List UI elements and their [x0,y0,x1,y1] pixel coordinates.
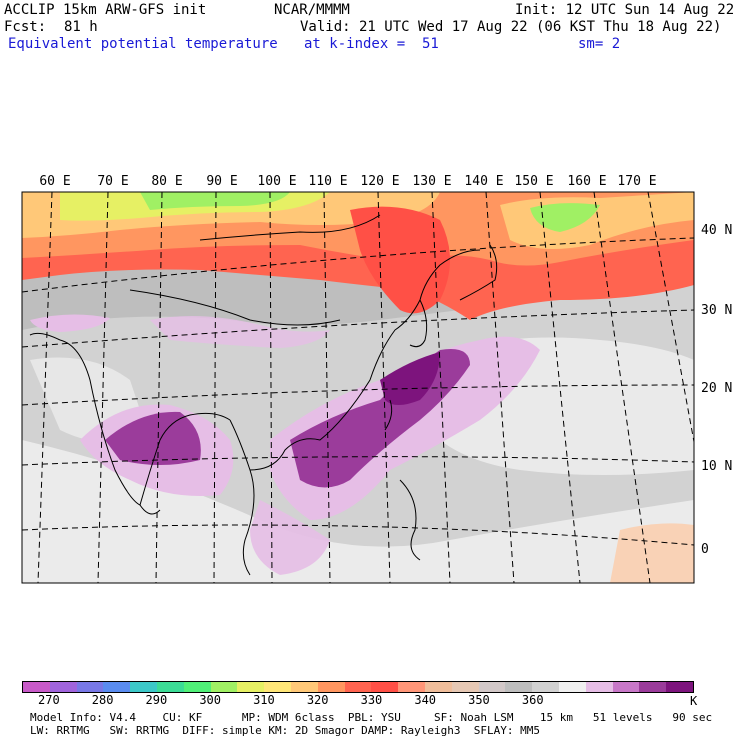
lat-label: 30 N [701,303,732,318]
colorbar-segment [424,682,452,692]
lon-label: 130 E [412,174,451,189]
colorbar-tick-label: 300 [199,693,221,707]
colorbar-tick-label: 360 [521,693,544,707]
level-index: at k-index = 51 [304,36,439,52]
colorbar-segment [317,682,345,692]
model-title: ACCLIP 15km ARW-GFS init [4,2,207,18]
colorbar-segment [666,682,693,692]
colorbar [22,681,694,693]
lat-label: 20 N [701,381,732,396]
colorbar-segment [505,682,533,692]
colorbar-tick-label: 280 [91,693,114,707]
colorbar-segment [558,682,586,692]
lon-label: 120 E [360,174,399,189]
colorbar-tick-label: 320 [306,693,329,707]
colorbar-segment [23,682,50,692]
colorbar-segment [451,682,479,692]
lon-label: 80 E [151,174,182,189]
init-time: Init: 12 UTC Sun 14 Aug 22 [515,2,735,18]
colorbar-segment [49,682,77,692]
colorbar-tick-label: 340 [414,693,437,707]
lon-label: 140 E [464,174,503,189]
map-field [22,192,694,583]
center-name: NCAR/MMMM [274,2,350,18]
lon-label: 60 E [39,174,70,189]
colorbar-segment [371,682,399,692]
colorbar-segment [478,682,506,692]
map-frame [21,191,695,584]
colorbar-tick-label: 350 [468,693,490,707]
colorbar-segment [398,682,425,692]
colorbar-tick-label: 330 [360,693,383,707]
lon-label: 90 E [206,174,237,189]
lat-label: 10 N [701,459,732,474]
smoothing: sm= 2 [578,36,621,52]
colorbar-unit: K [690,694,698,708]
lat-label: 0 [701,542,709,557]
colorbar-tick-label: 290 [145,693,168,707]
lon-label: 70 E [97,174,128,189]
forecast-label: Fcst: [4,19,47,35]
colorbar-tick-label: 310 [253,693,275,707]
colorbar-tick-label: 270 [38,693,60,707]
lon-label: 170 E [617,174,656,189]
colorbar-segment [210,682,238,692]
field-name: Equivalent potential temperature [8,36,278,52]
colorbar-segment [103,682,131,692]
physics-info: LW: RRTMG SW: RRTMG DIFF: simple KM: 2D … [30,724,540,737]
colorbar-segment [264,682,291,692]
colorbar-segment [76,682,104,692]
valid-time: Valid: 21 UTC Wed 17 Aug 22 (06 KST Thu … [300,19,722,35]
colorbar-segment [585,682,613,692]
model-info: Model Info: V4.4 CU: KF MP: WDM 6class P… [30,711,713,724]
colorbar-segment [639,682,667,692]
colorbar-segment [183,682,211,692]
lon-label: 100 E [257,174,296,189]
colorbar-segment [237,682,265,692]
colorbar-segment [344,682,372,692]
colorbar-segment [290,682,318,692]
colorbar-segment [130,682,157,692]
colorbar-segment [532,682,559,692]
lat-label: 40 N [701,223,732,238]
forecast-hours: 81 h [64,19,98,35]
lon-label: 110 E [308,174,347,189]
colorbar-segment [612,682,640,692]
lon-label: 150 E [514,174,553,189]
colorbar-segment [156,682,184,692]
lon-label: 160 E [567,174,606,189]
